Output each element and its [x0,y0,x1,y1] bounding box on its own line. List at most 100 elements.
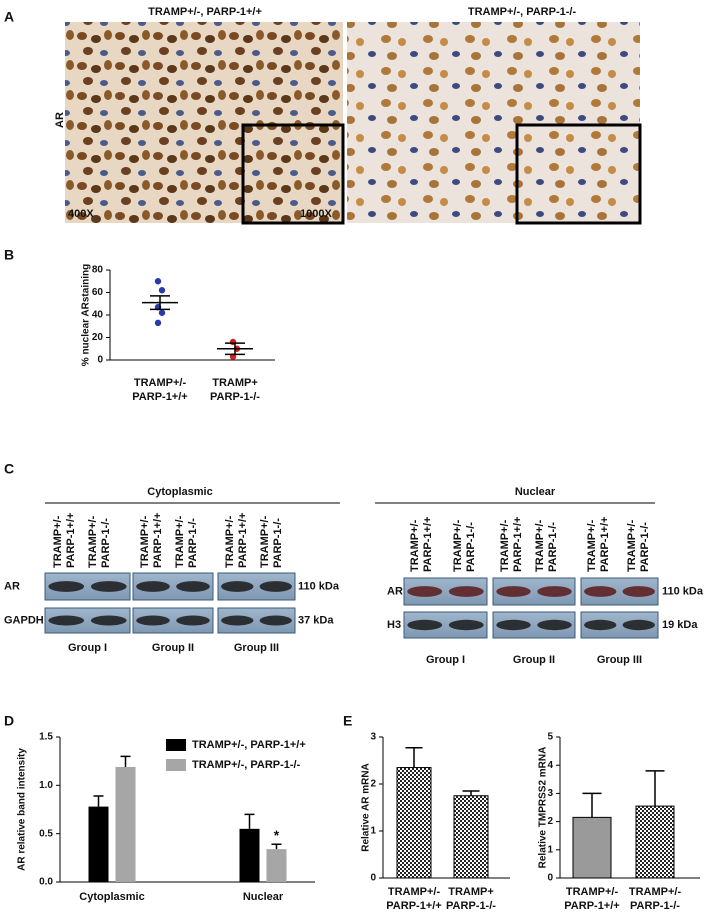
lane-label: PARP-1+/+ [152,513,164,568]
band [537,586,572,597]
lane-label: PARP-1-/- [547,522,559,572]
group-label: Group II [152,642,194,654]
y-tick-label: 40 [92,310,104,321]
band [90,581,127,592]
band [448,586,484,597]
band [407,619,443,631]
panel-label: B [4,247,14,263]
lane-label: PARP-1+/+ [512,517,524,572]
band [537,619,572,631]
inset [515,123,642,225]
row-label: AR [4,580,20,592]
y-tick-label: 60 [92,287,104,298]
y-tick-label: 5 [547,732,553,743]
band [48,581,85,592]
y-tick-label: 3 [547,788,553,799]
micrograph-title: TRAMP+/-, PARP-1+/+ [148,6,262,18]
y-tick-label: 1.5 [39,732,53,743]
y-tick-label: 1 [547,844,553,855]
panel-label: C [4,461,14,477]
band [584,619,617,631]
lane-label: TRAMP+/- [409,519,421,572]
group-label: Group I [426,654,465,666]
x-tick-label: PARP-1+/+ [564,900,619,912]
lane-label: PARP-1+/+ [65,513,77,568]
band [407,586,443,597]
bar [635,805,675,879]
legend-swatch [166,739,186,751]
band [259,581,292,592]
band [622,619,655,631]
band [496,619,531,631]
lane-label: TRAMP+/- [586,519,598,572]
band [448,619,484,631]
group-label: Group III [234,642,279,654]
band [259,615,292,626]
y-tick-label: 80 [92,265,104,276]
size-label: 110 kDa [662,585,704,597]
micrograph-title: TRAMP+/-, PARP-1-/- [468,6,577,18]
x-tick-label: PARP-1+/+ [386,900,441,912]
lane-label: TRAMP+/- [87,515,99,568]
lane-label: TRAMP+/- [626,519,638,572]
band [221,615,254,626]
y-axis-label: Relative TMPRSS2 mRNA [538,747,549,869]
panel-label: D [4,713,14,729]
error-bar [93,795,104,807]
bar [115,766,136,882]
error-bar [120,755,131,767]
magnification: 400X [68,208,94,220]
bar [239,828,260,882]
lane-label: PARP-1-/- [272,518,284,568]
lane-label: PARP-1-/- [100,518,112,568]
legend-label: TRAMP+/-, PARP-1+/+ [192,739,306,751]
y-tick-label: 0 [370,873,376,884]
lane-label: TRAMP+/- [224,515,236,568]
dot [158,309,166,316]
blot-title: Cytoplasmic [147,486,212,498]
group-label: Group III [597,654,642,666]
x-tick-label: TRAMP+/- [629,886,682,898]
panel-label: A [4,9,14,25]
y-tick-label: 20 [92,332,104,343]
blot-title: Nuclear [515,486,556,498]
error-bar [462,790,480,796]
lane-label: TRAMP+/- [52,515,64,568]
x-tick-label: TRAMP+/- [134,377,187,389]
y-tick-label: 4 [547,760,553,771]
row-label: AR [387,585,403,597]
error-bar [405,747,423,768]
dot [158,287,166,294]
lane-label: TRAMP+/- [174,515,186,568]
size-label: 37 kDa [298,614,334,626]
error-bar [582,792,602,818]
lane-label: PARP-1-/- [639,522,651,572]
dot [154,278,162,285]
x-tick-label: TRAMP+/- [566,886,619,898]
error-bar [271,843,282,850]
x-tick-label: PARP-1-/- [210,391,260,403]
group-label: Group II [513,654,555,666]
sem-bar [225,342,245,356]
band [136,581,170,592]
dot [154,319,162,327]
y-tick-label: 1.0 [39,780,53,791]
y-tick-label: 0.5 [39,828,53,839]
bar [453,795,489,879]
legend-label: TRAMP+/-, PARP-1-/- [192,759,301,771]
lane-label: TRAMP+/- [499,519,511,572]
x-tick-label: Cytoplasmic [79,891,144,903]
inset [241,123,345,225]
lane-label: TRAMP+/- [139,515,151,568]
row-label: H3 [387,619,401,631]
lane-label: TRAMP+/- [534,519,546,572]
band [176,581,210,592]
x-tick-label: TRAMP+ [448,886,494,898]
x-tick-label: TRAMP+/- [388,886,441,898]
x-tick-label: Nuclear [243,891,284,903]
y-tick-label: 0.0 [39,877,53,888]
y-axis-label: AR relative band intensity [17,748,28,871]
band [90,615,127,626]
legend-swatch [166,759,186,771]
